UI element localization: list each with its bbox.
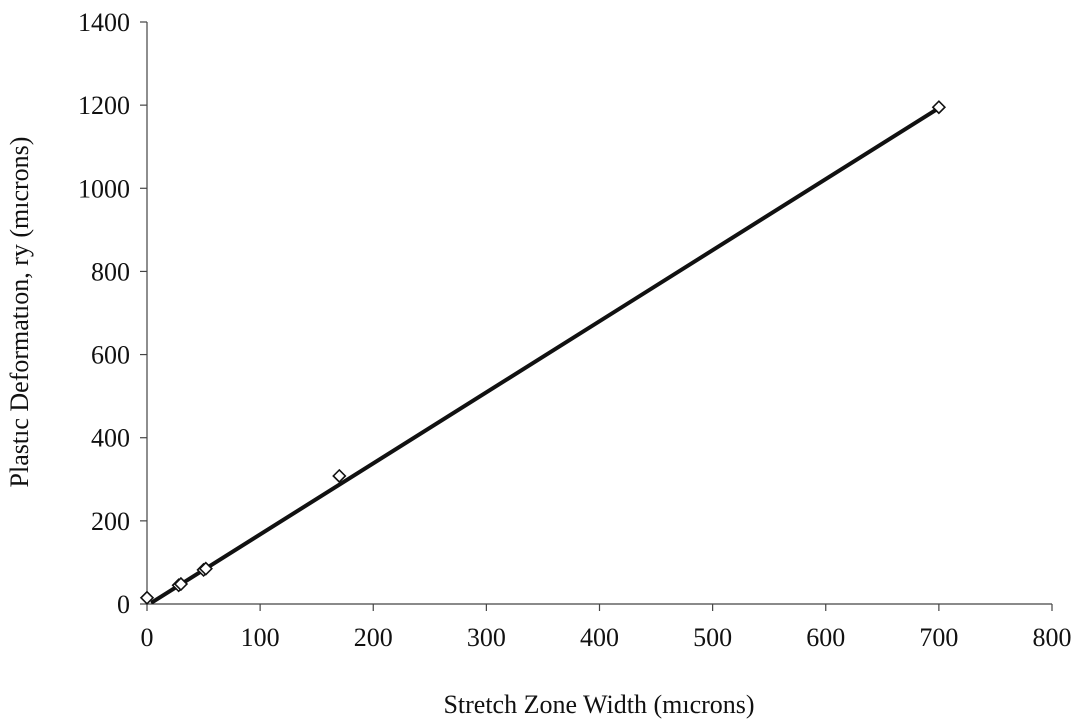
y-axis-title: Plastıc Deformatıon, ry (mıcrons) [5, 137, 34, 488]
trendline-group [150, 106, 941, 604]
axes [146, 22, 1052, 605]
x-tick-label-1: 100 [241, 623, 280, 652]
data-point-0-6 [931, 100, 947, 115]
x-tick-label-4: 400 [580, 623, 619, 652]
data-point-0-2 [173, 576, 189, 592]
x-tick-label-6: 600 [806, 623, 845, 652]
x-tick-label-5: 500 [693, 623, 732, 652]
x-tick-label-7: 700 [919, 623, 958, 652]
x-tick-label-8: 800 [1033, 623, 1072, 652]
y-tick-label-7: 1400 [78, 8, 130, 37]
y-tick-label-1: 200 [91, 507, 130, 536]
data-point-0-5 [332, 468, 347, 484]
y-tick-label-0: 0 [117, 590, 130, 619]
trendline [150, 106, 941, 604]
x-axis-title: Stretch Zone Width (mıcrons) [443, 690, 754, 719]
x-tick-label-0: 0 [141, 623, 154, 652]
x-tick-label-2: 200 [354, 623, 393, 652]
y-tick-label-2: 400 [91, 424, 130, 453]
y-tick-label-3: 600 [91, 341, 130, 370]
data-point-0-4 [198, 561, 213, 576]
data-points [139, 100, 947, 605]
y-tick-label-5: 1000 [78, 174, 130, 203]
data-point-0-0 [139, 590, 155, 605]
x-tick-label-3: 300 [467, 623, 506, 652]
y-tick-label-4: 800 [91, 257, 130, 286]
y-tick-label-6: 1200 [78, 91, 130, 120]
ticks: 0 100 200 300 400 500 600 700 800 0 200 400 600 800 10… [78, 8, 1072, 652]
